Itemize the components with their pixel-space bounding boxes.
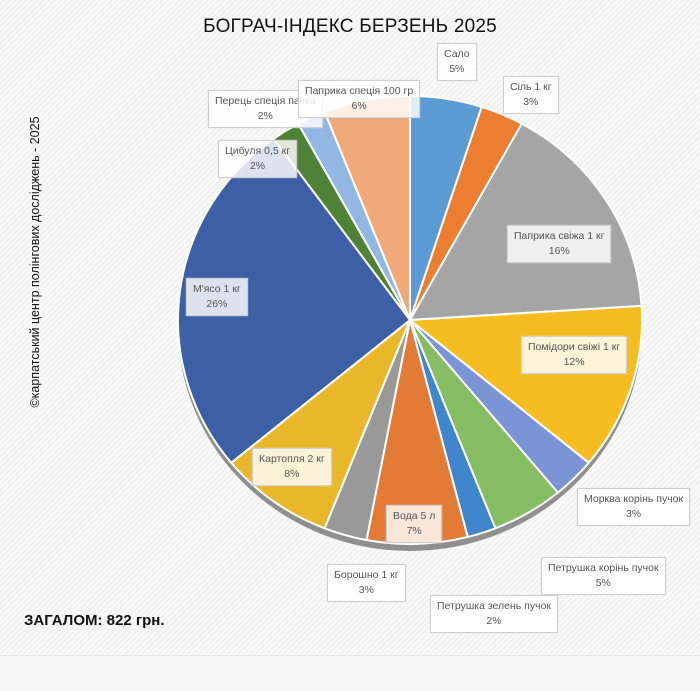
data-label: Морква корінь пучок 3% bbox=[577, 488, 691, 526]
total-label: ЗАГАЛОМ: 822 грн. bbox=[24, 612, 165, 629]
pie-slice bbox=[365, 319, 469, 545]
data-label: М'ясо 1 кг 26% bbox=[186, 278, 248, 316]
data-label: Борошно 1 кг 3% bbox=[327, 564, 406, 602]
data-label: Паприка свіжа 1 кг 16% bbox=[507, 225, 612, 263]
data-label: Сіль 1 кг 3% bbox=[503, 76, 559, 114]
data-label: Цибуля 0,5 кг 2% bbox=[218, 140, 298, 178]
data-label: Петрушка корінь пучок 5% bbox=[541, 557, 666, 595]
pie-slice bbox=[408, 122, 643, 322]
data-label: Вода 5 л 7% bbox=[386, 505, 443, 543]
footer-strip bbox=[0, 655, 700, 691]
data-label: Паприка спеція 100 гр 6% bbox=[298, 80, 421, 118]
data-label: Петрушка зелень пучок 2% bbox=[430, 595, 559, 633]
data-label: Картопля 2 кг 8% bbox=[252, 448, 332, 486]
data-label: Сало 5% bbox=[437, 43, 477, 81]
chart-title: БОГРАЧ-ІНДЕКС БЕРЗЕНЬ 2025 bbox=[203, 16, 497, 37]
data-label: Помідори свіжі 1 кг 12% bbox=[521, 336, 628, 374]
